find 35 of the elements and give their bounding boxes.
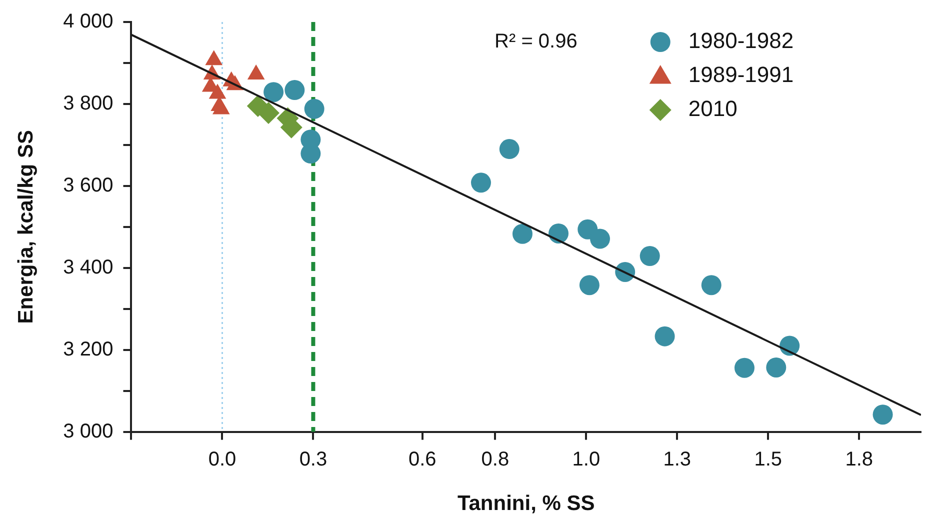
point [734, 358, 754, 378]
point [579, 275, 600, 296]
point [640, 246, 660, 266]
x-tick-label: 1.8 [845, 448, 874, 470]
legend-label: 1980-1982 [688, 28, 794, 54]
y-tick-label: 3 000 [63, 420, 114, 442]
y-tick-label: 3 800 [63, 92, 114, 114]
point [499, 139, 520, 160]
x-tick-label: 1.0 [572, 448, 600, 470]
y-tick-label: 4 000 [63, 10, 114, 33]
point [872, 404, 893, 425]
y-tick-label: 3 400 [63, 256, 114, 278]
legend-label: 1989-1991 [688, 62, 794, 88]
point [701, 275, 722, 296]
y-axis-title: Energia, kcal/kg SS [14, 130, 38, 324]
point [766, 357, 786, 378]
point [590, 228, 610, 249]
x-tick-label: 0.6 [408, 448, 436, 470]
x-axis-title: Tannini, % SS [457, 492, 595, 516]
y-tick-label: 3 200 [63, 338, 114, 360]
point [284, 80, 305, 100]
annotation: R² = 0.96 [494, 30, 578, 53]
point [512, 224, 532, 244]
point [654, 326, 675, 346]
point [470, 172, 491, 193]
y-tick-label: 3 600 [63, 174, 114, 196]
x-tick-label: 1.5 [754, 448, 782, 470]
x-tick-label: 0.8 [481, 448, 510, 470]
point [304, 98, 324, 119]
point [548, 223, 569, 244]
x-tick-label: 1.3 [663, 448, 692, 470]
point [264, 82, 284, 102]
x-tick-label: 0.3 [299, 448, 328, 470]
x-tick-label: 0.0 [208, 448, 236, 470]
legend-label: 2010 [688, 96, 738, 122]
